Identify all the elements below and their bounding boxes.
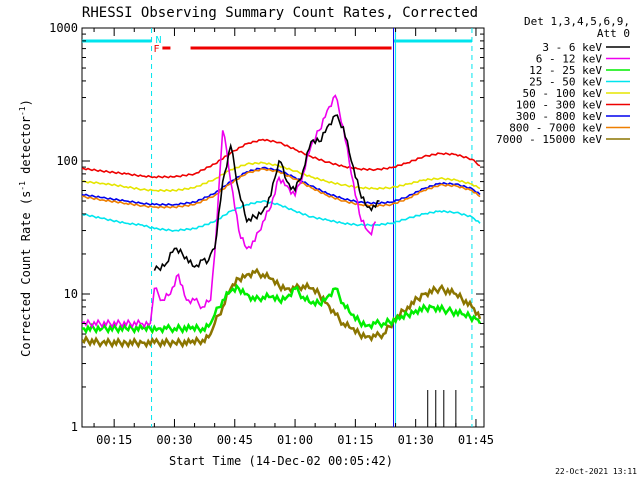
- legend-entry-label: 6 - 12 keV: [536, 53, 603, 66]
- y-axis-label-part: ): [19, 99, 33, 106]
- legend-entry-label: 25 - 50 keV: [529, 76, 602, 89]
- x-tick-label: 00:15: [96, 433, 132, 447]
- generation-timestamp: 22-Oct-2021 13:11: [555, 467, 637, 476]
- legend-entry-label: 100 - 300 keV: [516, 99, 602, 112]
- series-line: [153, 114, 380, 272]
- x-tick-label: 01:00: [277, 433, 313, 447]
- legend-entry-label: 12 - 25 keV: [529, 64, 602, 77]
- y-tick-label: 1: [71, 420, 78, 434]
- y-axis-label-exp: -1: [18, 181, 27, 191]
- legend-header-line: Att 0: [597, 27, 630, 40]
- y-axis-label-part: detector: [19, 116, 33, 181]
- series-line: [82, 267, 482, 349]
- legend-entry-label: 300 - 800 keV: [516, 110, 602, 123]
- flare-flag-label: F: [154, 44, 160, 55]
- y-axis: 1 10 100 1000: [49, 21, 484, 434]
- x-tick-label: 01:30: [398, 433, 434, 447]
- chart-title: RHESSI Observing Summary Count Rates, Co…: [82, 5, 478, 21]
- y-tick-label: 1000: [49, 21, 78, 35]
- legend-entry-label: 800 - 7000 keV: [509, 122, 602, 135]
- y-tick-label: 100: [56, 154, 78, 168]
- series-line: [82, 199, 481, 232]
- x-axis-label: Start Time (14-Dec-02 00:05:42): [169, 454, 393, 468]
- x-axis: 00:15 00:30 00:45 01:00 01:15 01:30 01:45: [93, 28, 494, 447]
- series-line: [82, 161, 481, 193]
- y-axis-label: Corrected Count Rate (s-1 detector-1): [18, 99, 33, 357]
- series-line: [82, 283, 482, 335]
- x-tick-label: 00:30: [156, 433, 192, 447]
- night-flag-label: N: [156, 35, 162, 46]
- series-line: [82, 168, 481, 209]
- x-tick-label: 01:15: [337, 433, 373, 447]
- legend-entry-label: 7000 - 15000 keV: [496, 133, 602, 146]
- y-tick-label: 10: [64, 287, 78, 301]
- plot-frame: [81, 27, 485, 428]
- plot-area: NF: [81, 27, 485, 428]
- x-tick-label: 01:45: [458, 433, 494, 447]
- y-axis-label-part: Corrected Count Rate (s: [19, 191, 33, 357]
- x-tick-label: 00:45: [217, 433, 253, 447]
- series-line: [82, 94, 377, 329]
- series-line: [82, 138, 481, 179]
- y-axis-label-exp: -1: [18, 106, 27, 116]
- legend-entry-label: 3 - 6 keV: [542, 41, 602, 54]
- legend-header-line: Det 1,3,4,5,6,9,: [524, 15, 630, 28]
- legend-entry-label: 50 - 100 keV: [523, 87, 603, 100]
